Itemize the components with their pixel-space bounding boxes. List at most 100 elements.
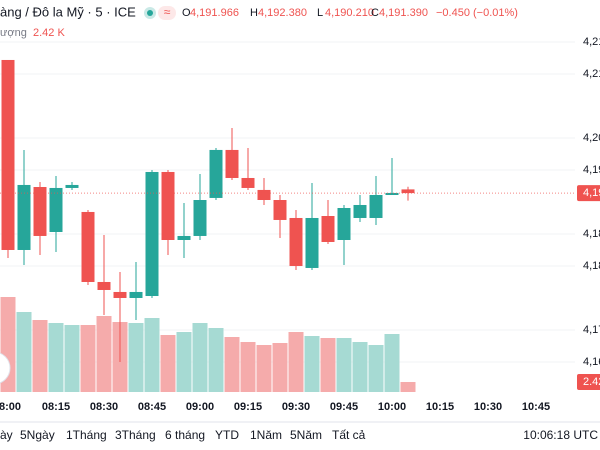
volume-bar bbox=[288, 332, 304, 392]
x-tick-label: 09:45 bbox=[330, 401, 358, 413]
volume-bar bbox=[96, 316, 112, 392]
candle-body bbox=[209, 149, 223, 198]
candle-body bbox=[273, 200, 287, 220]
volume-bar bbox=[192, 323, 208, 392]
ohlc-label: C bbox=[371, 7, 379, 19]
volume-bar bbox=[400, 382, 416, 392]
volume-bar bbox=[176, 332, 192, 392]
candle-body bbox=[49, 187, 63, 232]
volume-bar bbox=[304, 336, 320, 392]
last-price-label: 4,19 bbox=[583, 187, 600, 199]
candle-body bbox=[177, 235, 191, 240]
change: −0.450 (−0.01%) bbox=[436, 7, 518, 19]
candle-body bbox=[193, 200, 207, 236]
volume-bar bbox=[272, 343, 288, 392]
candle-body bbox=[225, 149, 239, 178]
volume-bar bbox=[48, 323, 64, 392]
y-tick-label: 4,19 bbox=[583, 164, 600, 176]
volume-bar bbox=[208, 328, 224, 392]
x-tick-label: 10:30 bbox=[474, 401, 502, 413]
candle-body bbox=[161, 171, 175, 240]
range-button[interactable]: 5Năm bbox=[290, 428, 322, 442]
range-button[interactable]: ày bbox=[0, 428, 13, 442]
volume-bar bbox=[256, 345, 272, 392]
status-dot bbox=[147, 10, 153, 16]
candle-body bbox=[241, 177, 255, 188]
last-volume-label: 2.42 bbox=[583, 376, 600, 388]
volume-bar bbox=[384, 334, 400, 392]
candle-body bbox=[113, 291, 127, 298]
candle-body bbox=[369, 195, 383, 218]
y-tick-label: 4,18 bbox=[583, 260, 600, 272]
range-button[interactable]: 1Năm bbox=[250, 428, 282, 442]
volume-value: 2.42 K bbox=[33, 27, 65, 39]
candle-body bbox=[321, 216, 335, 242]
x-tick-label: 10:15 bbox=[426, 401, 454, 413]
symbol-title: àng / Đô la Mỹ · 5 · ICE bbox=[0, 4, 136, 19]
candle-body bbox=[33, 187, 47, 236]
ohlc-value: 4,191.390 bbox=[379, 7, 428, 19]
candle-body bbox=[65, 184, 79, 188]
range-button[interactable]: Tất cả bbox=[332, 428, 366, 442]
last-volume-box bbox=[577, 374, 600, 390]
range-button[interactable]: 1Tháng bbox=[66, 428, 107, 442]
y-tick-label: 4,17 bbox=[583, 324, 600, 336]
ohlc-value: 4,190.210 bbox=[325, 7, 374, 19]
clock: 10:06:18 UTC bbox=[523, 428, 598, 442]
volume-bar bbox=[32, 320, 48, 392]
x-tick-label: 09:30 bbox=[282, 401, 310, 413]
delay-icon: ≈ bbox=[164, 5, 171, 19]
volume-bar bbox=[240, 342, 256, 392]
last-price-box bbox=[577, 185, 600, 202]
volume-bar bbox=[80, 325, 96, 392]
x-tick-label: 8:00 bbox=[0, 401, 21, 413]
volume-bar bbox=[160, 335, 176, 392]
volume-bar bbox=[320, 338, 336, 392]
candle-body bbox=[129, 291, 143, 298]
candle-body bbox=[81, 211, 95, 282]
volume-bar bbox=[368, 345, 384, 392]
range-button[interactable]: 6 tháng bbox=[165, 428, 205, 442]
candle-body bbox=[353, 204, 367, 218]
scroll-handle[interactable] bbox=[0, 352, 11, 384]
volume-bar bbox=[64, 325, 80, 392]
x-tick-label: 09:15 bbox=[234, 401, 262, 413]
range-button[interactable]: YTD bbox=[215, 428, 239, 442]
volume-label: ượng bbox=[0, 27, 27, 39]
volume-bar bbox=[224, 337, 240, 392]
y-tick-label: 4,20 bbox=[583, 132, 600, 144]
volume-bar bbox=[336, 338, 352, 392]
candle-body bbox=[289, 217, 303, 266]
candle-body bbox=[1, 59, 15, 250]
volume-bar bbox=[144, 318, 160, 392]
x-tick-label: 08:15 bbox=[42, 401, 70, 413]
ohlc-value: 4,191.966 bbox=[190, 7, 239, 19]
y-tick-label: 4,18 bbox=[583, 228, 600, 240]
ohlc-label: H bbox=[250, 7, 258, 19]
delay-badge bbox=[158, 6, 176, 20]
candle-body bbox=[385, 192, 399, 196]
range-button[interactable]: 5Ngày bbox=[20, 428, 55, 442]
x-tick-label: 08:30 bbox=[90, 401, 118, 413]
candle-body bbox=[305, 217, 319, 268]
candle-body bbox=[97, 281, 111, 290]
x-tick-label: 08:45 bbox=[138, 401, 166, 413]
ohlc-label: O bbox=[182, 7, 191, 19]
x-tick-label: 10:00 bbox=[378, 401, 406, 413]
range-button[interactable]: 3Tháng bbox=[115, 428, 156, 442]
y-tick-label: 4,21 bbox=[583, 68, 600, 80]
x-tick-label: 10:45 bbox=[522, 401, 550, 413]
y-tick-label: 4,21 bbox=[583, 36, 600, 48]
candle-body bbox=[17, 184, 31, 250]
volume-bar bbox=[128, 323, 144, 392]
x-tick-label: 09:00 bbox=[186, 401, 214, 413]
candle-body bbox=[257, 189, 271, 200]
volume-bar bbox=[16, 312, 32, 392]
candle-body bbox=[401, 189, 415, 194]
ohlc-value: 4,192.380 bbox=[258, 7, 307, 19]
candle-body bbox=[145, 171, 159, 296]
ohlc-label: L bbox=[317, 7, 323, 19]
volume-bar bbox=[352, 342, 368, 392]
candle-body bbox=[337, 208, 351, 240]
